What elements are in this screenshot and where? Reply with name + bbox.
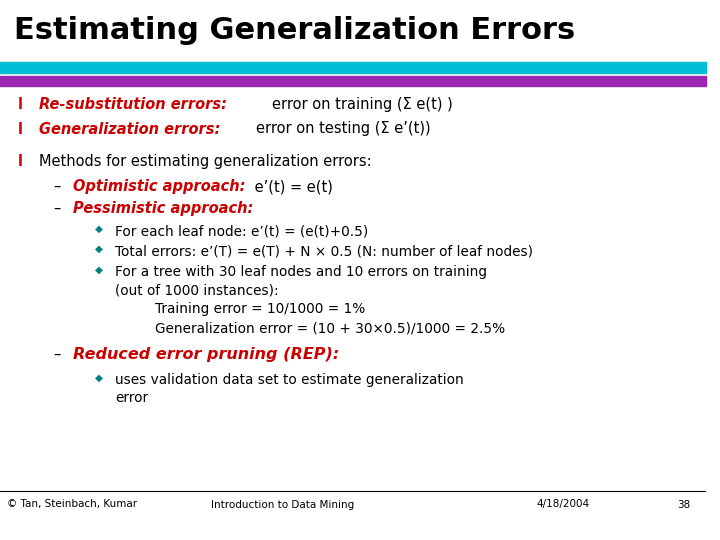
- Text: Training error = 10/1000 = 1%: Training error = 10/1000 = 1%: [156, 302, 366, 316]
- Text: –: –: [53, 347, 60, 362]
- Text: ◆: ◆: [95, 224, 103, 234]
- Text: © Tan, Steinbach, Kumar: © Tan, Steinbach, Kumar: [7, 500, 138, 510]
- Text: Total errors: e’(T) = e(T) + N × 0.5 (N: number of leaf nodes): Total errors: e’(T) = e(T) + N × 0.5 (N:…: [115, 244, 533, 258]
- Text: Generalization error = (10 + 30×0.5)/1000 = 2.5%: Generalization error = (10 + 30×0.5)/100…: [156, 321, 505, 335]
- Text: 4/18/2004: 4/18/2004: [536, 500, 590, 510]
- Text: l: l: [17, 97, 22, 112]
- Bar: [0, 62, 706, 73]
- Text: Pessimistic approach:: Pessimistic approach:: [73, 201, 253, 216]
- Text: l: l: [17, 154, 22, 169]
- Text: Optimistic approach:: Optimistic approach:: [73, 179, 246, 194]
- Text: (out of 1000 instances):: (out of 1000 instances):: [115, 284, 279, 298]
- Text: Introduction to Data Mining: Introduction to Data Mining: [211, 500, 354, 510]
- Text: error on testing (Σ e’(t)): error on testing (Σ e’(t)): [256, 122, 431, 137]
- Text: Generalization errors:: Generalization errors:: [39, 122, 220, 137]
- Text: error: error: [115, 392, 148, 406]
- Text: Re-substitution errors:: Re-substitution errors:: [39, 97, 227, 112]
- Text: –: –: [53, 179, 60, 194]
- Text: ◆: ◆: [95, 373, 103, 383]
- Text: error on training (Σ e(t) ): error on training (Σ e(t) ): [271, 97, 452, 112]
- Bar: [0, 76, 706, 86]
- Text: Methods for estimating generalization errors:: Methods for estimating generalization er…: [39, 154, 372, 169]
- Text: Estimating Generalization Errors: Estimating Generalization Errors: [14, 16, 575, 45]
- Text: ◆: ◆: [95, 244, 103, 254]
- Text: For each leaf node: e’(t) = (e(t)+0.5): For each leaf node: e’(t) = (e(t)+0.5): [115, 224, 368, 238]
- Text: ◆: ◆: [95, 265, 103, 275]
- Text: –: –: [53, 201, 60, 216]
- Text: l: l: [17, 122, 22, 137]
- Text: uses validation data set to estimate generalization: uses validation data set to estimate gen…: [115, 373, 464, 387]
- Text: For a tree with 30 leaf nodes and 10 errors on training: For a tree with 30 leaf nodes and 10 err…: [115, 265, 487, 279]
- Text: Reduced error pruning (REP):: Reduced error pruning (REP):: [73, 347, 339, 362]
- Text: 38: 38: [678, 500, 690, 510]
- Text: e’(t) = e(t): e’(t) = e(t): [251, 179, 333, 194]
